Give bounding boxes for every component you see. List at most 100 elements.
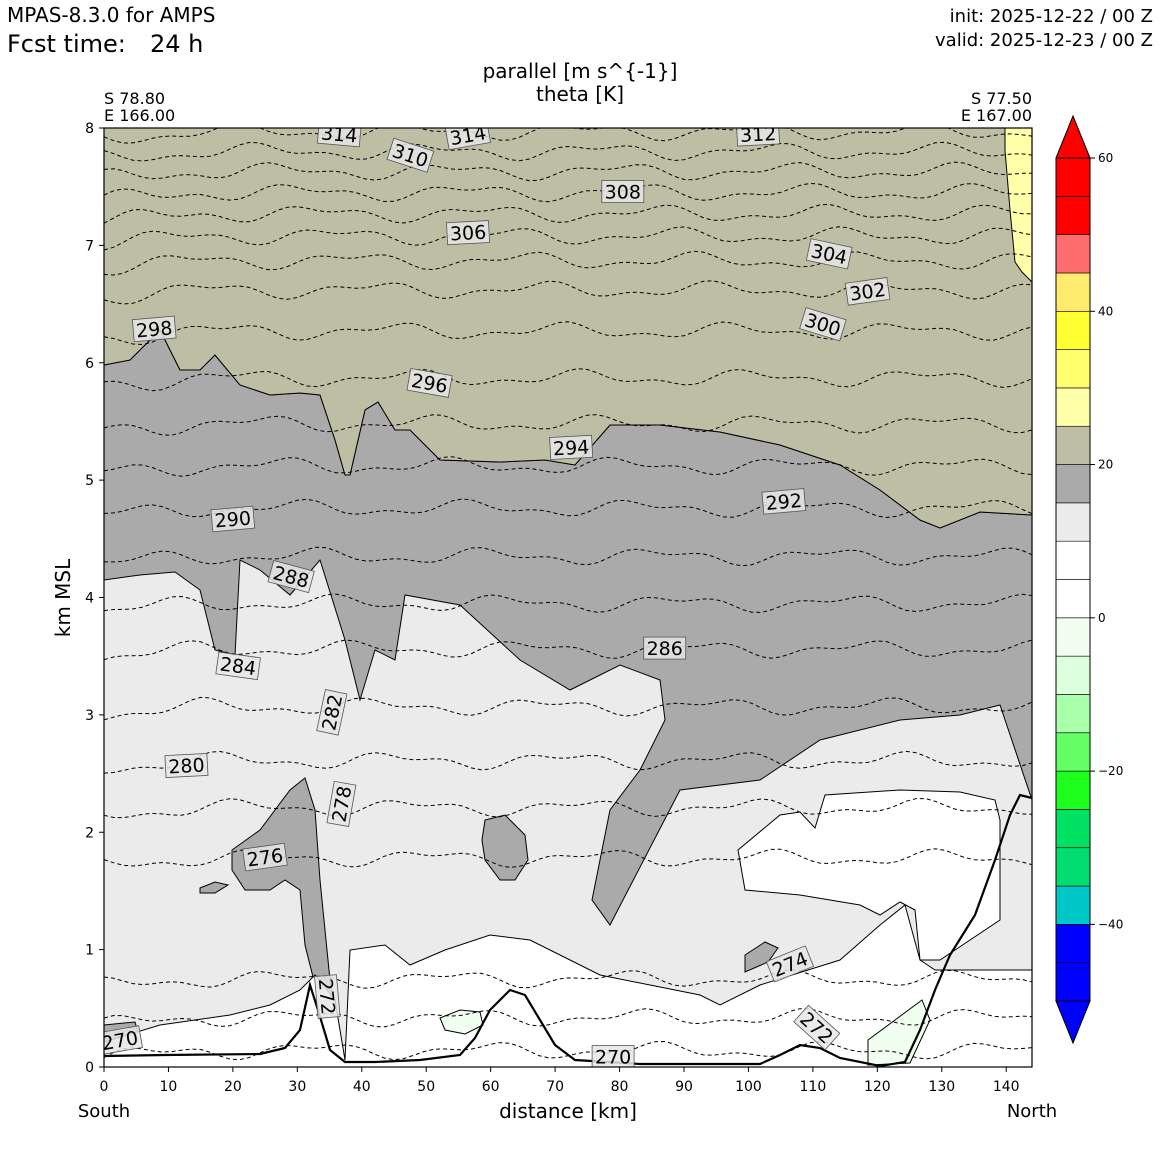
- x-tick-label: 0: [100, 1079, 109, 1095]
- wind-region-15-20-blob: [199, 881, 230, 894]
- theta-contour-line: [104, 593, 1032, 613]
- wind-region-15-20-blob: [481, 814, 529, 881]
- theta-contour-line: [104, 848, 1032, 868]
- contour-label-text: 308: [605, 182, 641, 204]
- y-tick-label: 6: [85, 356, 94, 372]
- theta-contours: [104, 128, 1032, 1061]
- x-tick-label: 20: [224, 1079, 242, 1095]
- model-label: MPAS-8.3.0 for AMPS: [7, 3, 215, 27]
- x-tick-label: 130: [928, 1079, 955, 1095]
- y-tick-label: 8: [85, 121, 94, 137]
- contour-label: 292: [761, 488, 807, 515]
- fcst-time-label: Fcst time:: [7, 30, 126, 58]
- colorbar-tick-label: 0: [1098, 611, 1106, 625]
- wind-region-10-15: [104, 560, 1032, 1067]
- colorbar-segment: [1055, 962, 1091, 1002]
- contour-label-text: 270: [595, 1047, 631, 1069]
- contour-label: 306: [446, 220, 491, 246]
- y-tick-label: 4: [85, 591, 94, 607]
- colorbar-segment: [1055, 809, 1091, 849]
- contour-label: 276: [242, 842, 288, 872]
- x-tick-label: 50: [417, 1079, 435, 1095]
- left-lon: E 166.00: [104, 106, 175, 125]
- wind-region-20-25: [104, 128, 1032, 529]
- theta-contour-line: [104, 141, 1032, 162]
- contour-label: 298: [131, 315, 177, 342]
- colorbar-segment: [1055, 157, 1091, 197]
- colorbar-segment: [1055, 732, 1091, 772]
- colorbar-tick-label: −40: [1098, 917, 1123, 931]
- contour-label-text: 290: [214, 507, 252, 532]
- colorbar-segment: [1055, 770, 1091, 810]
- right-lat: S 77.50: [971, 89, 1032, 108]
- contour-label-text: 272: [314, 978, 339, 1016]
- y-axis: 0 1 2 3 4 5 6 7 8: [85, 121, 104, 1076]
- colorbar: 60 40 20 0 −20 −40: [1055, 114, 1123, 1045]
- contour-label: 314: [316, 122, 362, 148]
- contour-label-text: 312: [739, 123, 776, 147]
- colorbar-segment: [1055, 579, 1091, 619]
- colorbar-segment: [1055, 272, 1091, 312]
- theta-contour-line: [104, 161, 1032, 182]
- colorbar-tick-label: 20: [1098, 458, 1113, 472]
- contour-label: 296: [406, 367, 453, 398]
- x-tick-label: 140: [993, 1079, 1020, 1095]
- x-tick-label: 120: [864, 1079, 891, 1095]
- contour-label: 302: [844, 277, 891, 306]
- contour-label-text: 298: [135, 317, 173, 342]
- theta-contour-line: [104, 368, 1032, 392]
- colorbar-segment: [1055, 655, 1091, 695]
- contour-label: 290: [210, 505, 256, 533]
- x-tick-label: 30: [288, 1079, 306, 1095]
- colorbar-tick-label: 40: [1098, 304, 1113, 318]
- colorbar-under-arrow: [1055, 1000, 1091, 1045]
- contour-label: 286: [643, 636, 687, 660]
- wind-region-5-10: [737, 789, 1001, 961]
- x-tick-label: 100: [735, 1079, 762, 1095]
- contour-label: 280: [164, 752, 209, 779]
- colorbar-segment: [1055, 847, 1091, 887]
- colorbar-segment: [1055, 234, 1091, 274]
- x-tick-label: 90: [675, 1079, 693, 1095]
- x-tick-label: 70: [546, 1079, 564, 1095]
- colorbar-segment: [1055, 425, 1091, 465]
- theta-contour-line: [104, 321, 1032, 346]
- y-tick-label: 7: [85, 238, 94, 254]
- plot-area: 314 314 3123103083063043023002982962942922…: [104, 122, 1032, 1069]
- left-lat: S 78.80: [104, 89, 165, 108]
- colorbar-segment: [1055, 540, 1091, 580]
- contour-label: 284: [215, 651, 261, 680]
- chart-subtitle: theta [K]: [536, 82, 624, 106]
- contour-label-text: 276: [246, 845, 285, 872]
- x-tick-label: 10: [160, 1079, 178, 1095]
- contour-label-text: 280: [168, 755, 205, 779]
- x-tick-label: 40: [353, 1079, 371, 1095]
- theta-contour-line: [104, 798, 1032, 819]
- contour-label-text: 306: [449, 222, 486, 246]
- fcst-time-value: 24 h: [150, 30, 203, 58]
- theta-contour-line: [104, 498, 1032, 519]
- contour-label-text: 294: [553, 436, 590, 460]
- contour-label-text: 314: [320, 122, 358, 147]
- colorbar-segment: [1055, 387, 1091, 427]
- colorbar-tick-label: 60: [1098, 151, 1113, 165]
- init-time: init: 2025-12-22 / 00 Z: [950, 6, 1153, 27]
- contour-label: 278: [326, 780, 356, 827]
- x-axis: 0 10 20 30 40 50 60 70 80 90 100 110 120 130 140: [100, 1067, 1020, 1095]
- wind-region-15-20-blob: [744, 941, 779, 973]
- theta-contour-line: [104, 1008, 1032, 1028]
- theta-contour-line: [104, 546, 1032, 567]
- colorbar-segment: [1055, 310, 1091, 350]
- contour-labels: 314 314 3123103083063043023002982962942922…: [104, 122, 891, 1069]
- x-tick-label: 60: [482, 1079, 500, 1095]
- chart-title: parallel [m s^{-1}]: [483, 59, 678, 83]
- terrain-line: [104, 793, 1032, 1067]
- colorbar-segment: [1055, 502, 1091, 542]
- colorbar-over-arrow: [1055, 114, 1091, 159]
- y-tick-label: 3: [85, 708, 94, 724]
- theta-contour-line: [104, 250, 1032, 276]
- contour-label: 308: [601, 180, 645, 204]
- colorbar-segment: [1055, 617, 1091, 657]
- contour-label: 272: [314, 974, 341, 1019]
